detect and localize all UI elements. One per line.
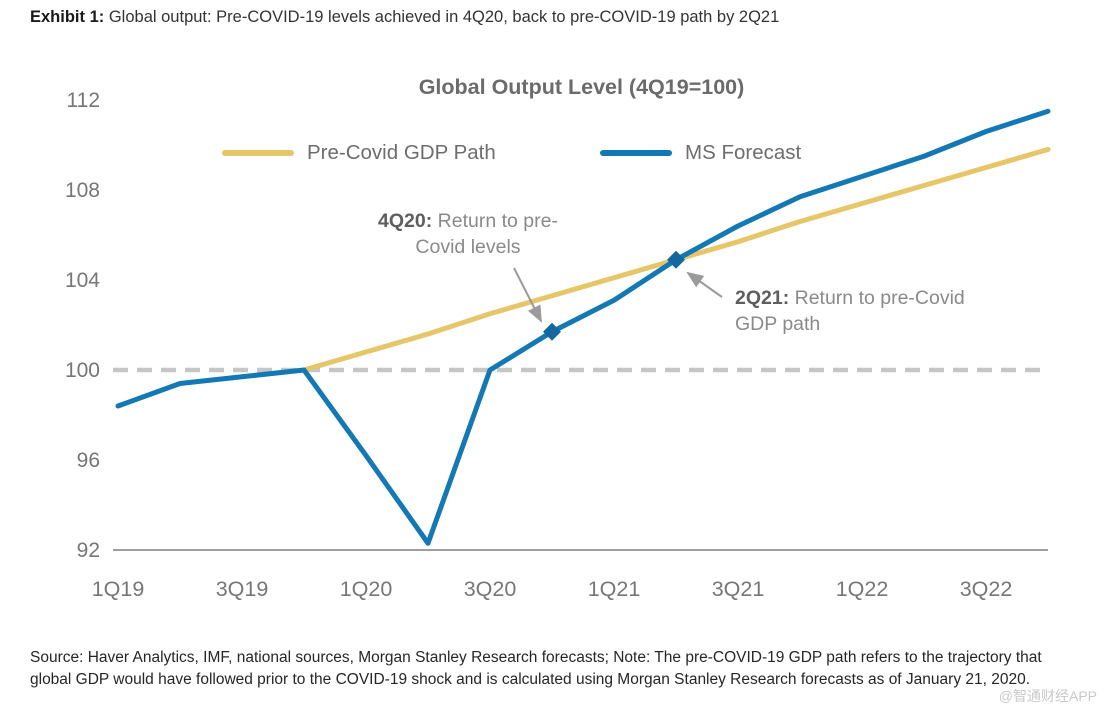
exhibit-title: Global output: Pre-COVID-19 levels achie… bbox=[104, 8, 780, 26]
precovid-path-line-swatch bbox=[222, 150, 294, 156]
y-axis-tick-label: 112 bbox=[67, 89, 100, 112]
marker-diamond-2q21 bbox=[667, 250, 685, 269]
chart-plot-area: 112 108 104 100 96 92 1Q19 3Q19 1Q20 3Q20 1Q21 3Q21… bbox=[65, 89, 1051, 601]
x-axis-tick-label: 3Q21 bbox=[712, 577, 765, 601]
annotation-2q21-label: 2Q21: bbox=[735, 287, 790, 309]
legend-label-precovid-path: Pre-Covid GDP Path bbox=[307, 141, 496, 164]
y-axis-tick-label: 96 bbox=[77, 449, 100, 472]
watermark: @智通财经APP bbox=[998, 688, 1097, 704]
y-axis-tick-label: 92 bbox=[77, 539, 100, 562]
x-axis-tick-label: 1Q19 bbox=[92, 577, 145, 601]
exhibit-label: Exhibit 1: bbox=[30, 8, 105, 26]
series-line-ms-forecast bbox=[115, 108, 1051, 546]
x-axis-tick-label: 1Q22 bbox=[836, 577, 889, 601]
annotation-4q20-label: 4Q20: bbox=[378, 210, 433, 232]
chart-title: Global Output Level (4Q19=100) bbox=[418, 75, 745, 99]
x-axis-tick-label: 3Q20 bbox=[464, 577, 517, 601]
annotation-2q21-text: Return to pre-Covid GDP path bbox=[735, 287, 965, 335]
y-axis-tick-label: 100 bbox=[65, 359, 100, 382]
annotation-2q21: 2Q21: Return to pre-Covid GDP path bbox=[735, 286, 965, 337]
ms-forecast-line-swatch bbox=[600, 150, 672, 156]
legend-item-ms-forecast: MS Forecast bbox=[600, 141, 801, 165]
source-note: Source: Haver Analytics, IMF, national s… bbox=[30, 649, 1042, 688]
arrow-to-2q21-marker bbox=[686, 271, 723, 298]
legend-item-precovid-path: Pre-Covid GDP Path bbox=[222, 141, 496, 165]
x-axis-tick-label: 3Q19 bbox=[216, 577, 269, 601]
marker-diamond-4q20 bbox=[543, 322, 561, 341]
annotation-4q20-text: Return to pre-Covid levels bbox=[415, 210, 558, 258]
y-axis-tick-label: 108 bbox=[65, 179, 100, 202]
x-axis-tick-label: 3Q22 bbox=[960, 577, 1013, 601]
x-axis-tick-label: 1Q20 bbox=[340, 577, 393, 601]
x-axis-tick-label: 1Q21 bbox=[588, 577, 641, 601]
arrow-to-4q20-marker bbox=[513, 267, 542, 323]
exhibit-header: Exhibit 1: Global output: Pre-COVID-19 l… bbox=[30, 8, 779, 27]
legend-label-ms-forecast: MS Forecast bbox=[685, 141, 802, 164]
annotation-4q20: 4Q20: Return to pre-Covid levels bbox=[363, 209, 573, 260]
y-axis-tick-label: 104 bbox=[65, 269, 100, 292]
